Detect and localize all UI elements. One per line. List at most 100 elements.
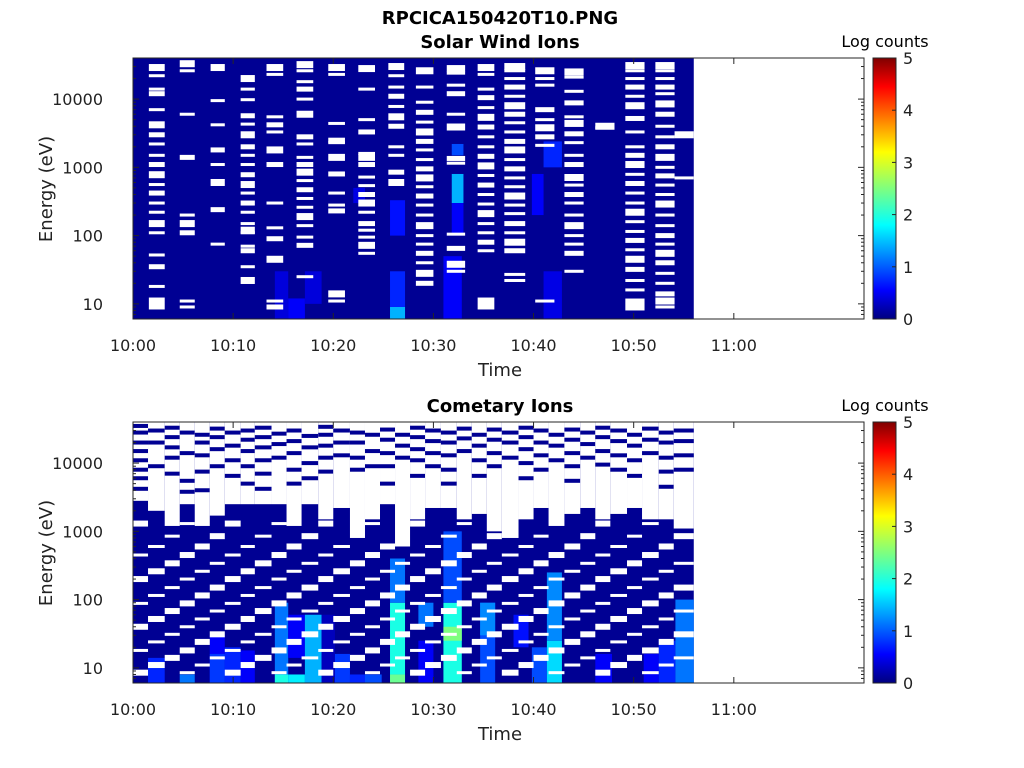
no-data-cell xyxy=(364,600,381,607)
x-tick-label: 10:10 xyxy=(210,336,256,355)
x-tick-label: 10:20 xyxy=(310,700,356,719)
y-tick-label: 1000 xyxy=(62,158,103,177)
no-data-cell xyxy=(471,638,487,645)
no-data-cell xyxy=(548,600,565,607)
spectrogram-cell xyxy=(513,614,529,648)
no-data-cell xyxy=(440,422,457,508)
spectrogram-cell xyxy=(164,435,180,440)
spectrogram-cell xyxy=(543,141,562,168)
spectrogram-cell xyxy=(564,451,581,456)
no-data-cell xyxy=(179,305,195,309)
no-data-cell xyxy=(580,631,596,638)
no-data-cell xyxy=(240,222,255,226)
spectrogram-cell xyxy=(254,435,272,440)
no-data-cell xyxy=(148,615,165,622)
no-data-cell xyxy=(674,131,694,139)
spectrogram-cell xyxy=(133,423,149,428)
no-data-cell xyxy=(271,552,287,559)
no-data-cell xyxy=(358,151,375,155)
no-data-cell xyxy=(240,122,255,126)
spectrogram-cell xyxy=(133,476,149,481)
x-tick-label: 10:40 xyxy=(510,700,556,719)
no-data-cell xyxy=(179,600,195,607)
no-data-cell xyxy=(504,94,526,98)
no-data-cell xyxy=(625,172,645,176)
no-data-cell xyxy=(655,249,675,257)
spectrogram-cell xyxy=(148,440,165,445)
spectrogram-cell xyxy=(451,143,464,156)
no-data-cell xyxy=(210,242,225,246)
spectrogram-cell xyxy=(194,488,210,493)
spectrogram-cell xyxy=(179,451,195,456)
no-data-cell xyxy=(625,266,645,272)
no-data-cell xyxy=(388,113,405,121)
spectrogram-cell xyxy=(254,486,272,491)
no-data-cell xyxy=(564,638,581,645)
spectrogram-cell xyxy=(518,461,534,466)
no-data-cell xyxy=(655,69,675,73)
spectrogram-cell xyxy=(133,430,149,435)
no-data-cell xyxy=(425,640,441,644)
no-data-cell xyxy=(501,623,519,630)
colorbar-tick-label: 4 xyxy=(903,465,913,484)
spectrogram-cell xyxy=(333,440,350,445)
spectrogram-cell xyxy=(133,486,149,491)
no-data-cell xyxy=(410,623,426,630)
spectrogram-cell xyxy=(580,430,596,435)
no-data-cell xyxy=(388,178,405,186)
no-data-cell xyxy=(580,656,596,660)
no-data-cell xyxy=(415,138,434,144)
no-data-cell xyxy=(410,520,426,527)
spectrogram-cell xyxy=(164,455,180,460)
no-data-cell xyxy=(148,220,165,228)
no-data-cell xyxy=(164,534,180,538)
no-data-cell xyxy=(358,221,375,227)
no-data-cell xyxy=(240,544,255,548)
no-data-cell xyxy=(296,110,314,118)
no-data-cell xyxy=(240,568,255,575)
no-data-cell xyxy=(535,83,555,87)
no-data-cell xyxy=(625,180,645,186)
no-data-cell xyxy=(446,232,466,236)
no-data-cell xyxy=(148,593,165,597)
no-data-cell xyxy=(301,533,319,540)
spectrogram-cell xyxy=(288,614,305,658)
no-data-cell xyxy=(564,100,584,106)
spectrogram-cell xyxy=(318,455,334,460)
no-data-cell xyxy=(286,569,302,573)
no-data-cell xyxy=(477,87,495,91)
spectrogram-cell xyxy=(286,481,302,486)
no-data-cell xyxy=(518,544,534,548)
spectrogram-cell xyxy=(548,458,565,463)
spectrogram-cell xyxy=(148,428,165,433)
no-data-cell xyxy=(415,67,434,75)
no-data-cell xyxy=(655,183,675,187)
no-data-cell xyxy=(148,253,165,257)
no-data-cell xyxy=(358,175,375,179)
no-data-cell xyxy=(564,68,584,76)
spectrogram-cell xyxy=(673,428,694,433)
no-data-cell xyxy=(266,115,284,119)
no-data-cell xyxy=(446,245,466,251)
no-data-cell xyxy=(477,193,495,197)
spectrogram-cell xyxy=(548,443,565,448)
no-data-cell xyxy=(518,615,534,622)
no-data-cell xyxy=(415,85,434,89)
spectrogram-cell xyxy=(673,439,694,444)
no-data-cell xyxy=(296,97,314,101)
colorbar-label-solar-wind: Log counts xyxy=(841,32,928,51)
x-tick-label: 10:40 xyxy=(510,336,556,355)
no-data-cell xyxy=(504,102,526,110)
no-data-cell xyxy=(625,145,645,149)
no-data-cell xyxy=(533,560,549,567)
spectrogram-cell xyxy=(301,445,319,450)
y-ticks-solar-wind: 10 100 1000 10000 xyxy=(52,57,864,320)
no-data-cell xyxy=(148,210,165,214)
no-data-cell xyxy=(504,121,526,125)
no-data-cell xyxy=(240,640,255,644)
spectrogram-cell xyxy=(286,451,302,456)
no-data-cell xyxy=(548,647,565,654)
no-data-cell xyxy=(658,617,674,621)
spectrogram-cell xyxy=(271,431,287,436)
no-data-cell xyxy=(504,272,526,276)
